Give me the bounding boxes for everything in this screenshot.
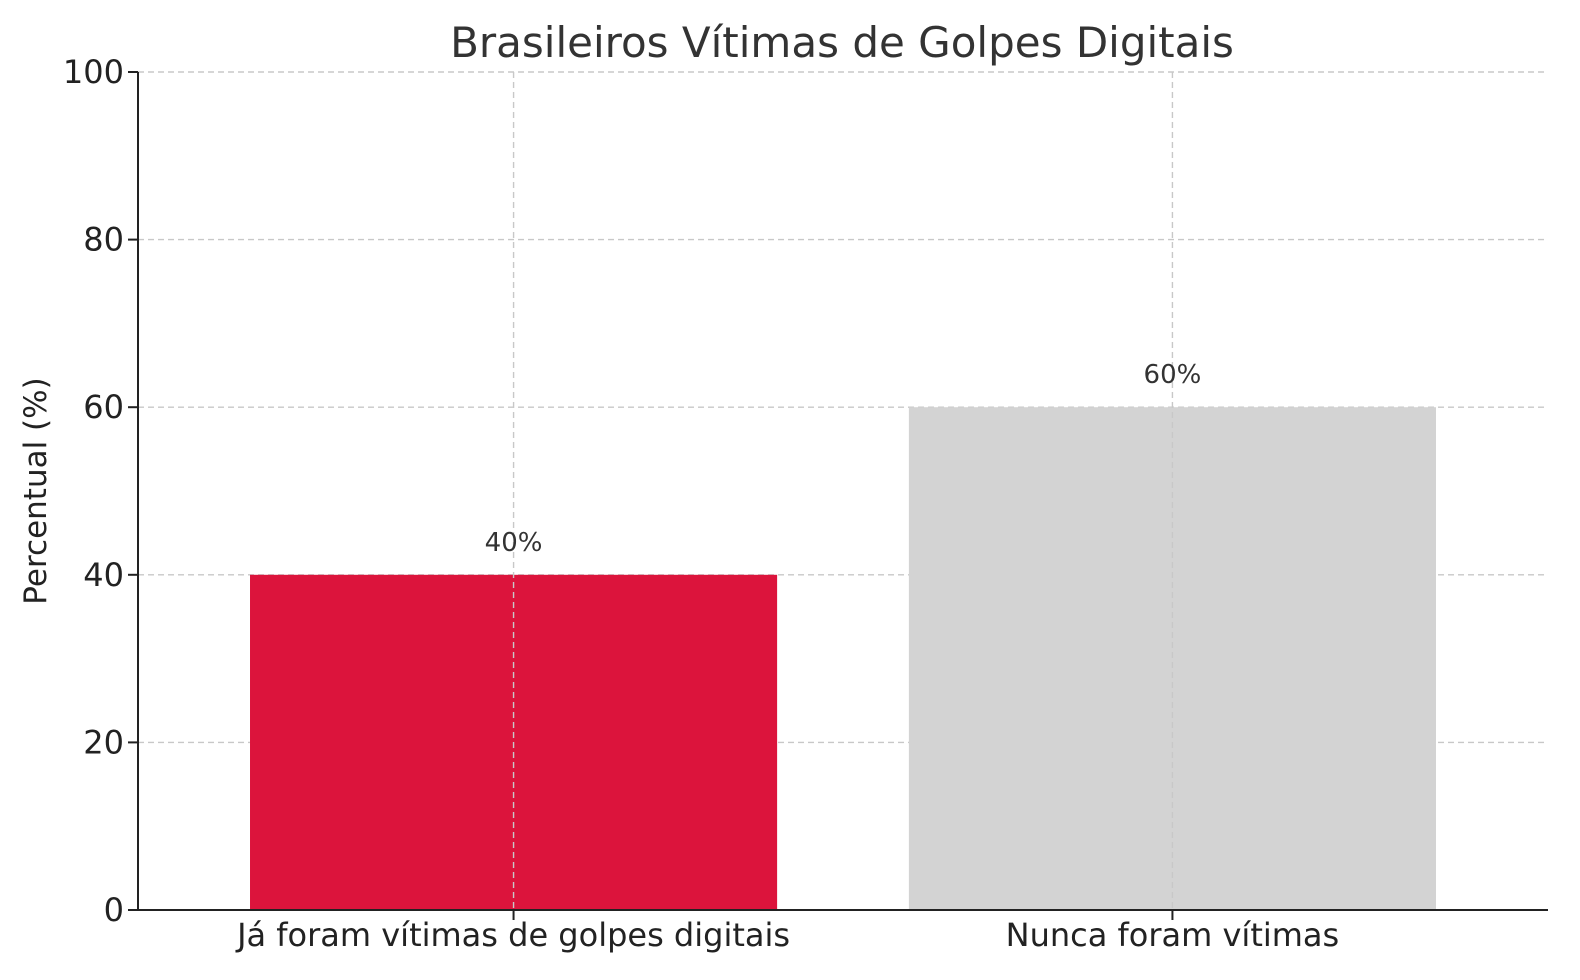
y-tick-label: 100 (63, 53, 124, 91)
y-tick-label: 60 (83, 388, 124, 426)
ticks-layer: 0 20 40 60 80 100 Já foram vítimas de golpes d… (63, 53, 1339, 954)
data-label: 60% (1144, 360, 1202, 390)
x-tick-label: Já foram vítimas de golpes digitais (235, 916, 790, 954)
data-label: 40% (485, 528, 543, 558)
y-tick-label: 0 (104, 891, 124, 929)
chart-title: Brasileiros Vítimas de Golpes Digitais (450, 18, 1234, 67)
bars-layer (250, 407, 1436, 910)
x-tick-label: Nunca foram vítimas (1006, 916, 1340, 954)
y-axis-label: Percentual (%) (18, 377, 54, 604)
y-tick-label: 20 (83, 723, 124, 761)
y-tick-label: 80 (83, 221, 124, 259)
axes-layer (137, 72, 1548, 911)
data-labels-layer: 40% 60% (485, 360, 1202, 558)
y-tick-label: 40 (83, 556, 124, 594)
